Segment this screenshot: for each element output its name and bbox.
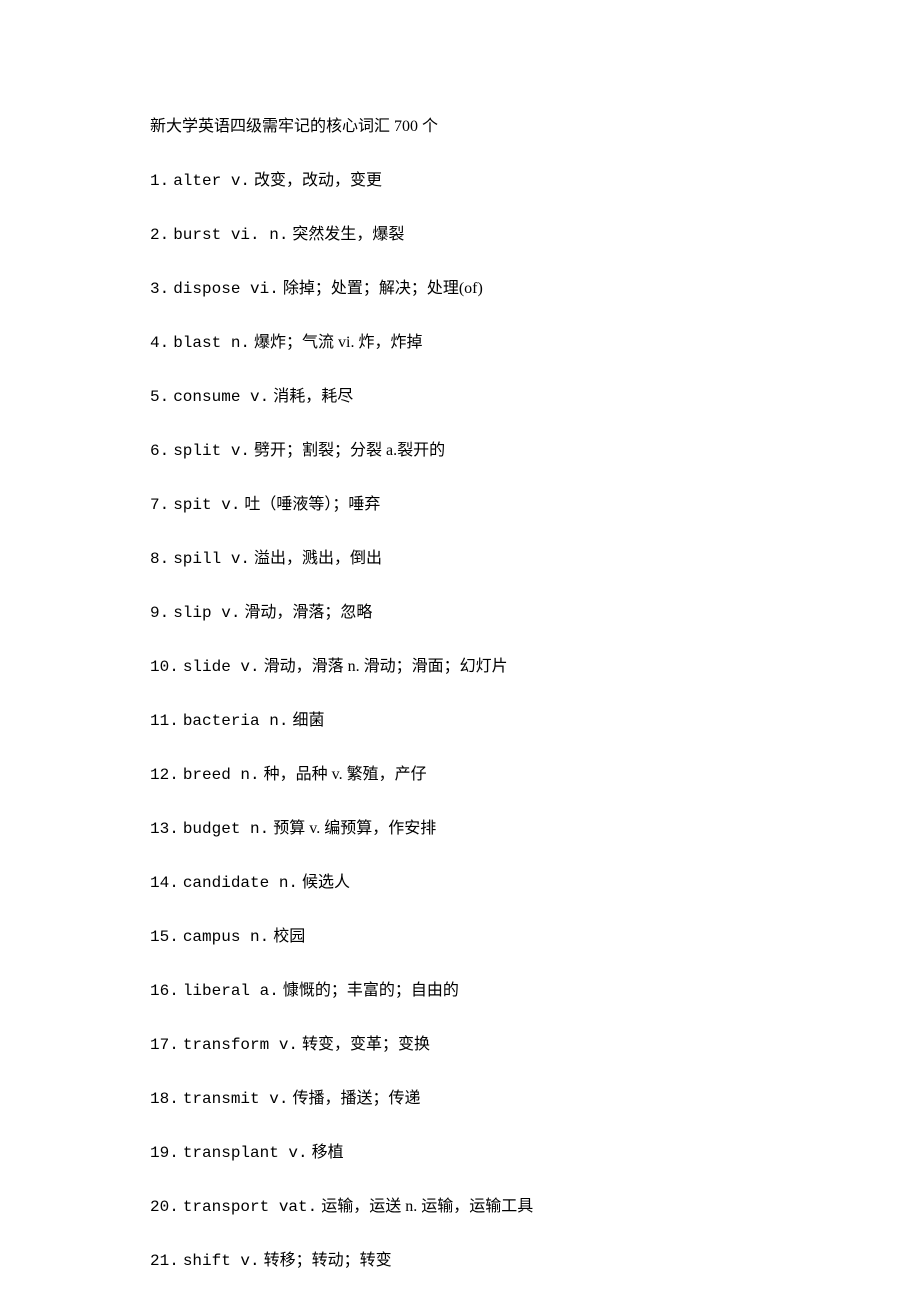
entry-word: alter v. bbox=[173, 172, 250, 190]
entry-definition: 除掉；处置；解决；处理(of) bbox=[279, 280, 483, 297]
entry-number: 18. bbox=[150, 1090, 179, 1108]
entry-number: 2. bbox=[150, 226, 169, 244]
vocabulary-entry: 18. transmit v. 传播，播送；传递 bbox=[150, 1087, 770, 1111]
entry-word: transplant v. bbox=[183, 1144, 308, 1162]
vocabulary-entry: 1. alter v. 改变，改动，变更 bbox=[150, 169, 770, 193]
entry-definition: 改变，改动，变更 bbox=[250, 172, 382, 189]
entry-definition: 突然发生，爆裂 bbox=[288, 226, 404, 243]
entry-word: bacteria n. bbox=[183, 712, 289, 730]
vocabulary-entry: 15. campus n. 校园 bbox=[150, 925, 770, 949]
entry-definition: 消耗，耗尽 bbox=[269, 388, 353, 405]
vocabulary-entry: 14. candidate n. 候选人 bbox=[150, 871, 770, 895]
entry-definition: 滑动，滑落 n. 滑动；滑面；幻灯片 bbox=[260, 658, 508, 675]
entry-definition: 运输，运送 n. 运输，运输工具 bbox=[317, 1198, 533, 1215]
entry-definition: 溢出，溅出，倒出 bbox=[250, 550, 382, 567]
entry-number: 9. bbox=[150, 604, 169, 622]
entry-number: 15. bbox=[150, 928, 179, 946]
entry-definition: 预算 v. 编预算，作安排 bbox=[269, 820, 436, 837]
entry-definition: 吐（唾液等）；唾弃 bbox=[240, 496, 380, 513]
entry-word: campus n. bbox=[183, 928, 269, 946]
entry-number: 20. bbox=[150, 1198, 179, 1216]
vocabulary-entry: 9. slip v. 滑动，滑落；忽略 bbox=[150, 601, 770, 625]
entry-number: 12. bbox=[150, 766, 179, 784]
entry-number: 4. bbox=[150, 334, 169, 352]
entry-word: consume v. bbox=[173, 388, 269, 406]
vocabulary-entry: 4. blast n. 爆炸；气流 vi. 炸，炸掉 bbox=[150, 331, 770, 355]
vocabulary-entry: 13. budget n. 预算 v. 编预算，作安排 bbox=[150, 817, 770, 841]
entry-number: 14. bbox=[150, 874, 179, 892]
vocabulary-entry: 16. liberal a. 慷慨的；丰富的；自由的 bbox=[150, 979, 770, 1003]
entry-number: 7. bbox=[150, 496, 169, 514]
vocabulary-entry: 2. burst vi. n. 突然发生，爆裂 bbox=[150, 223, 770, 247]
entry-number: 10. bbox=[150, 658, 179, 676]
entry-definition: 种，品种 v. 繁殖，产仔 bbox=[260, 766, 427, 783]
entry-word: split v. bbox=[173, 442, 250, 460]
entry-definition: 转变，变革；变换 bbox=[298, 1036, 430, 1053]
entry-word: blast n. bbox=[173, 334, 250, 352]
entry-definition: 传播，播送；传递 bbox=[288, 1090, 420, 1107]
entry-definition: 移植 bbox=[308, 1144, 344, 1161]
entry-word: transmit v. bbox=[183, 1090, 289, 1108]
entry-number: 3. bbox=[150, 280, 169, 298]
vocabulary-entry: 7. spit v. 吐（唾液等）；唾弃 bbox=[150, 493, 770, 517]
vocabulary-entry: 12. breed n. 种，品种 v. 繁殖，产仔 bbox=[150, 763, 770, 787]
entry-number: 6. bbox=[150, 442, 169, 460]
document-title: 新大学英语四级需牢记的核心词汇 700 个 bbox=[150, 115, 770, 139]
entry-definition: 劈开；割裂；分裂 a.裂开的 bbox=[250, 442, 445, 459]
entry-number: 5. bbox=[150, 388, 169, 406]
entry-word: dispose vi. bbox=[173, 280, 279, 298]
entry-word: breed n. bbox=[183, 766, 260, 784]
vocabulary-entry: 11. bacteria n. 细菌 bbox=[150, 709, 770, 733]
entry-word: burst vi. n. bbox=[173, 226, 288, 244]
entry-number: 1. bbox=[150, 172, 169, 190]
entry-number: 21. bbox=[150, 1252, 179, 1270]
entry-definition: 细菌 bbox=[288, 712, 324, 729]
entry-definition: 慷慨的；丰富的；自由的 bbox=[279, 982, 459, 999]
entry-definition: 候选人 bbox=[298, 874, 350, 891]
entry-number: 8. bbox=[150, 550, 169, 568]
entry-word: liberal a. bbox=[183, 982, 279, 1000]
entry-definition: 转移；转动；转变 bbox=[260, 1252, 392, 1269]
vocabulary-entry: 17. transform v. 转变，变革；变换 bbox=[150, 1033, 770, 1057]
vocabulary-entry: 20. transport vat. 运输，运送 n. 运输，运输工具 bbox=[150, 1195, 770, 1219]
entry-word: slip v. bbox=[173, 604, 240, 622]
vocabulary-entry: 5. consume v. 消耗，耗尽 bbox=[150, 385, 770, 409]
entry-number: 16. bbox=[150, 982, 179, 1000]
entry-word: spit v. bbox=[173, 496, 240, 514]
vocabulary-entry: 19. transplant v. 移植 bbox=[150, 1141, 770, 1165]
vocabulary-entry: 6. split v. 劈开；割裂；分裂 a.裂开的 bbox=[150, 439, 770, 463]
entry-number: 11. bbox=[150, 712, 179, 730]
entry-definition: 滑动，滑落；忽略 bbox=[240, 604, 372, 621]
entry-number: 17. bbox=[150, 1036, 179, 1054]
entry-number: 13. bbox=[150, 820, 179, 838]
entry-word: spill v. bbox=[173, 550, 250, 568]
entry-definition: 校园 bbox=[269, 928, 305, 945]
vocabulary-entry: 21. shift v. 转移；转动；转变 bbox=[150, 1249, 770, 1273]
entry-word: slide v. bbox=[183, 658, 260, 676]
entry-number: 19. bbox=[150, 1144, 179, 1162]
vocabulary-entry: 10. slide v. 滑动，滑落 n. 滑动；滑面；幻灯片 bbox=[150, 655, 770, 679]
entry-word: transform v. bbox=[183, 1036, 298, 1054]
entry-word: transport vat. bbox=[183, 1198, 317, 1216]
entry-word: candidate n. bbox=[183, 874, 298, 892]
entry-definition: 爆炸；气流 vi. 炸，炸掉 bbox=[250, 334, 422, 351]
vocabulary-entry: 3. dispose vi. 除掉；处置；解决；处理(of) bbox=[150, 277, 770, 301]
entry-word: shift v. bbox=[183, 1252, 260, 1270]
entry-word: budget n. bbox=[183, 820, 269, 838]
vocabulary-list: 1. alter v. 改变，改动，变更 2. burst vi. n. 突然发生… bbox=[150, 169, 770, 1273]
vocabulary-entry: 8. spill v. 溢出，溅出，倒出 bbox=[150, 547, 770, 571]
